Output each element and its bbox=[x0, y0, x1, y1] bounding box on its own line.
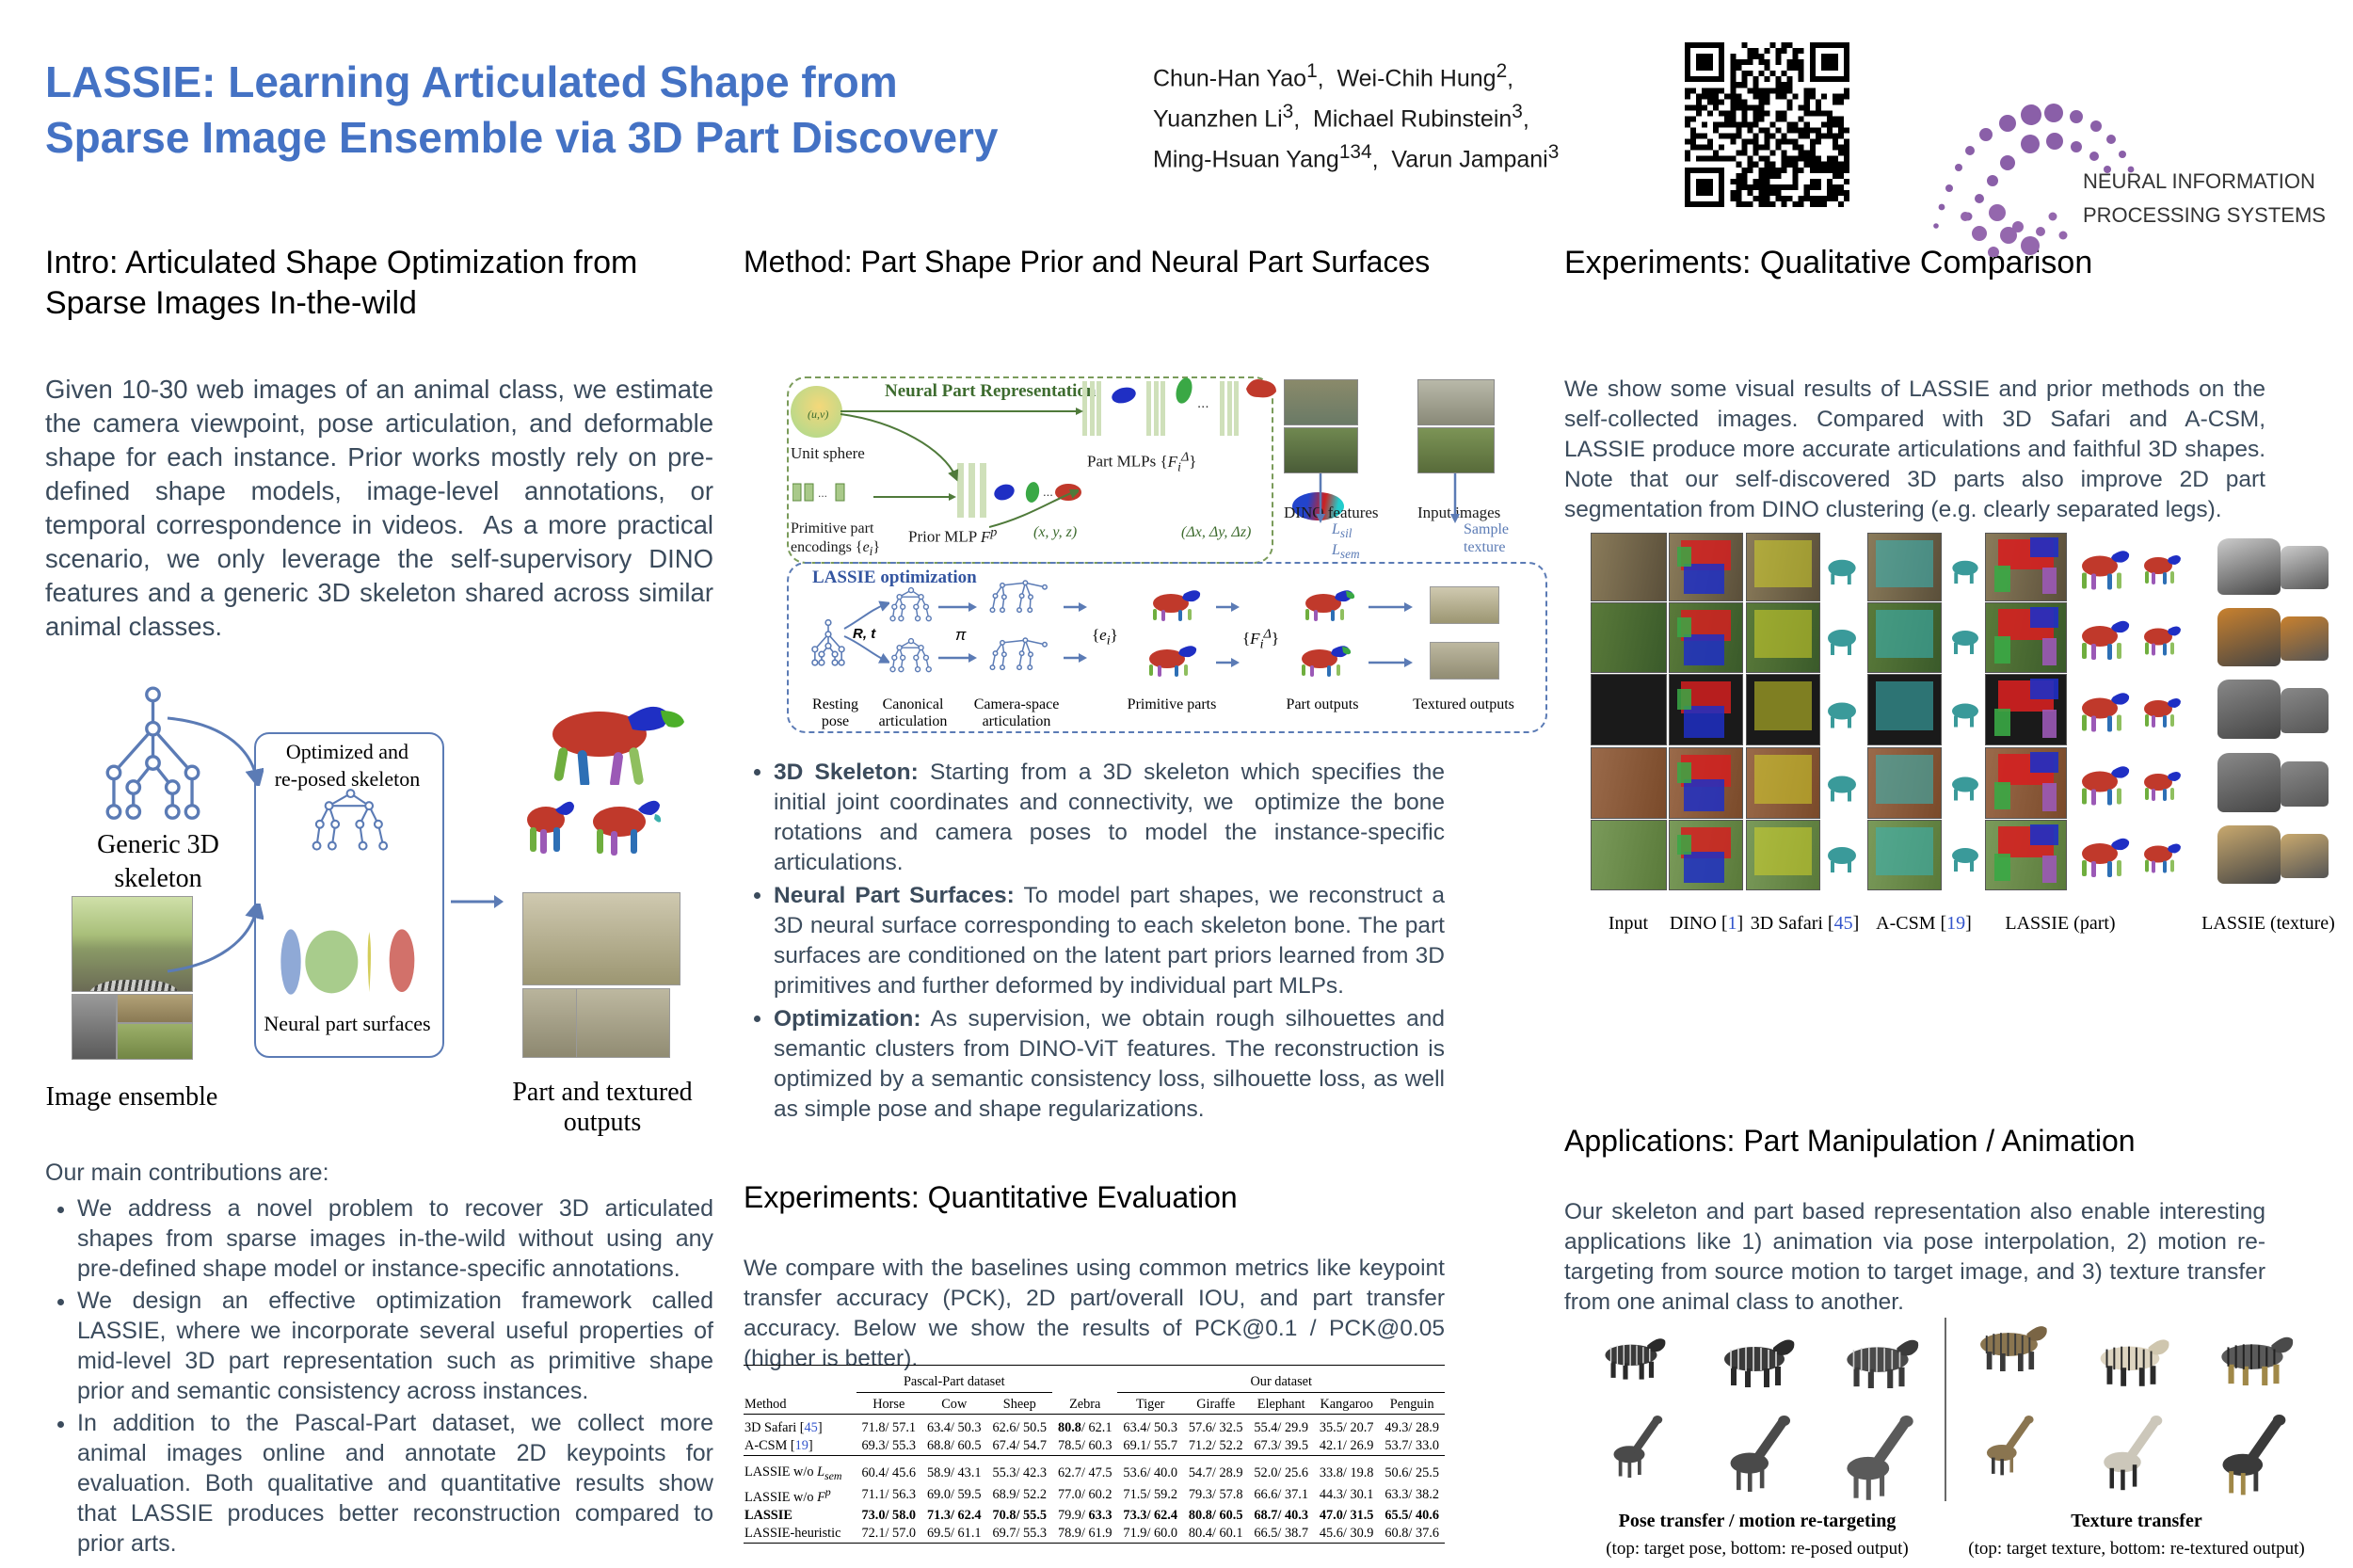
svg-text:NEURAL INFORMATION: NEURAL INFORMATION bbox=[2083, 169, 2315, 193]
svg-text:PROCESSING SYSTEMS: PROCESSING SYSTEMS bbox=[2083, 203, 2326, 227]
svg-text:...: ... bbox=[818, 487, 827, 500]
